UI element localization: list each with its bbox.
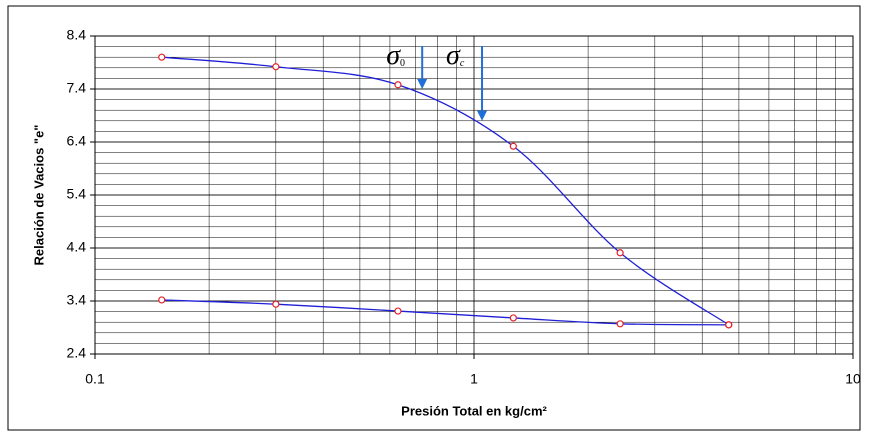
- x-tick-label: 10: [845, 371, 861, 387]
- data-point: [394, 307, 402, 315]
- data-point: [272, 63, 280, 71]
- x-tick-label: 1: [470, 371, 478, 387]
- data-point: [272, 300, 280, 308]
- data-point: [509, 314, 517, 322]
- annotation-arrow-head: [477, 110, 488, 121]
- x-axis-label: Presión Total en kg/cm²: [401, 403, 547, 418]
- annotation-symbol: σ: [446, 40, 461, 71]
- plot-border: [94, 35, 854, 355]
- data-point: [616, 249, 624, 257]
- annotation-subscript: c: [460, 58, 465, 69]
- y-tick-label: 5.4: [67, 186, 87, 202]
- annotation-symbol: σ: [386, 40, 401, 71]
- annotation-subscript: 0: [400, 58, 405, 69]
- y-tick-label: 6.4: [67, 133, 87, 149]
- annotation-arrow-head: [417, 79, 428, 89]
- series-line: [161, 56, 730, 326]
- data-point: [158, 296, 166, 304]
- y-tick-label: 8.4: [67, 27, 87, 43]
- data-point: [158, 53, 166, 61]
- data-point: [509, 142, 517, 150]
- data-point: [394, 81, 402, 89]
- data-point: [616, 320, 624, 328]
- annotation-label: σc: [446, 40, 465, 71]
- series-line: [161, 299, 729, 326]
- data-point: [725, 321, 733, 329]
- annotation-label: σ0: [386, 40, 405, 71]
- y-tick-label: 3.4: [67, 292, 87, 308]
- y-tick-label: 2.4: [67, 345, 87, 361]
- y-axis-label: Relación de Vacios "e": [31, 125, 46, 266]
- y-tick-label: 4.4: [67, 239, 87, 255]
- x-tick-label: 0.1: [85, 371, 105, 387]
- y-tick-label: 7.4: [67, 80, 87, 96]
